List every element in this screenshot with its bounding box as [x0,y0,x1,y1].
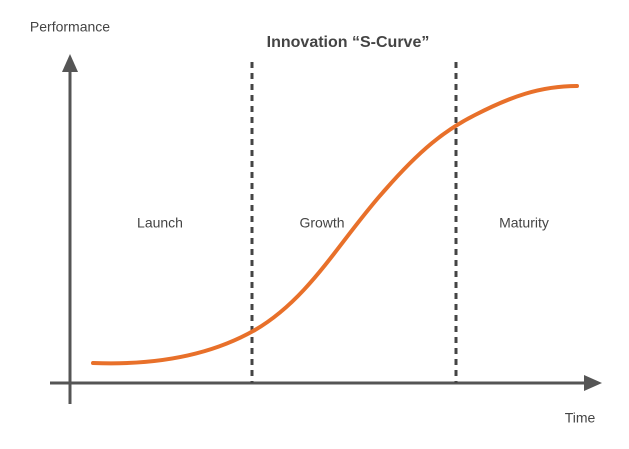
x-axis-arrow [584,375,602,391]
phase-label: Maturity [499,215,549,231]
x-axis-label: Time [565,410,596,426]
phase-label: Growth [299,215,344,231]
y-axis-arrow [62,54,78,72]
s-curve [91,84,579,366]
y-axis-label: Performance [30,19,110,35]
phase-label: Launch [137,215,183,231]
title: Innovation “S-Curve” [267,34,430,51]
